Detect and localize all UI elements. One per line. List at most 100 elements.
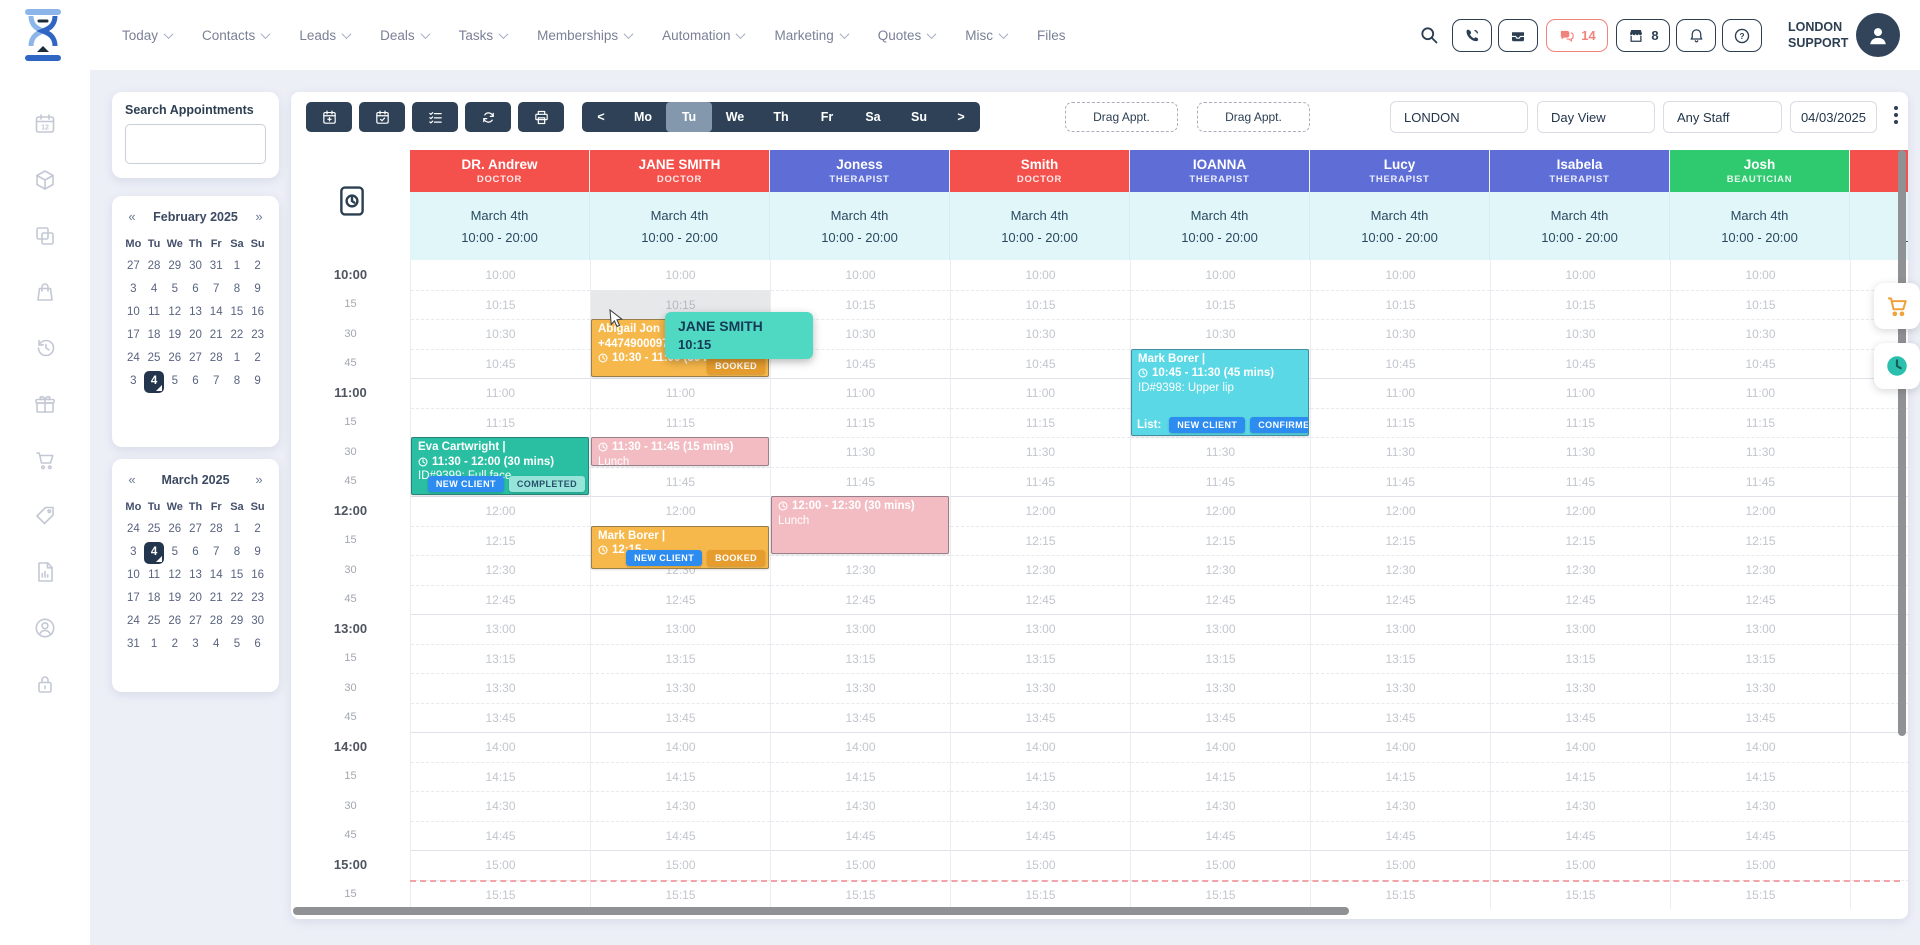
day-cell[interactable]: 18 <box>147 329 161 341</box>
time-cell[interactable]: 14:45 <box>411 820 590 851</box>
app-logo[interactable] <box>20 8 66 62</box>
time-cell[interactable]: 12:45 <box>1671 584 1850 615</box>
pager-day-mo[interactable]: Mo <box>633 110 653 124</box>
day-cell[interactable]: 13 <box>189 569 202 581</box>
time-cell[interactable]: 13:00 <box>411 614 590 644</box>
shop-cart-icon[interactable] <box>33 448 57 472</box>
nav-item-files[interactable]: Files <box>1037 28 1066 43</box>
search-icon[interactable] <box>1416 19 1442 51</box>
time-cell[interactable]: 12:30 <box>1311 555 1490 585</box>
time-cell[interactable]: 14:30 <box>1851 791 1908 821</box>
bookings-bag-icon[interactable] <box>33 280 57 304</box>
day-cell[interactable]: 25 <box>147 523 161 535</box>
time-cell[interactable]: 10:45 <box>771 348 950 379</box>
time-cell[interactable]: 13:45 <box>411 702 590 733</box>
time-cell[interactable]: 12:15 <box>951 525 1130 556</box>
day-cell[interactable]: 28 <box>147 260 161 272</box>
time-cell[interactable]: 12:45 <box>411 584 590 615</box>
time-cell[interactable]: 13:30 <box>1671 673 1850 703</box>
time-cell[interactable]: 14:00 <box>591 732 770 762</box>
time-cell[interactable]: 10:45 <box>951 348 1130 379</box>
nav-item-today[interactable]: Today <box>122 28 174 43</box>
time-cell[interactable]: 10:15 <box>771 289 950 320</box>
time-cell[interactable]: 14:30 <box>1131 791 1310 821</box>
day-cell[interactable]: 29 <box>230 615 244 627</box>
time-cell[interactable]: 10:30 <box>1491 319 1670 349</box>
day-cell[interactable]: 28 <box>209 523 223 535</box>
time-cell[interactable]: 10:00 <box>1385 267 1416 282</box>
day-cell[interactable]: 5 <box>171 283 178 295</box>
time-cell[interactable]: 10:00 <box>845 267 876 282</box>
day-cell[interactable]: 20 <box>189 329 202 341</box>
privacy-lock-icon[interactable] <box>33 672 57 696</box>
time-cell[interactable]: 15:15 <box>771 879 950 910</box>
pager-day-th[interactable]: Th <box>773 110 789 124</box>
day-cell[interactable]: 7 <box>213 375 220 387</box>
time-cell[interactable]: 12:00 <box>1671 496 1850 526</box>
time-cell[interactable]: 12:45 <box>1131 584 1310 615</box>
time-cell[interactable]: 12:45 <box>771 584 950 615</box>
time-cell[interactable]: 12:00 <box>1131 496 1310 526</box>
time-cell[interactable]: 15:15 <box>1311 879 1490 910</box>
time-cell[interactable]: 12:15 <box>1131 525 1310 556</box>
time-cell[interactable]: 13:00 <box>1131 614 1310 644</box>
drag-appt-button-1[interactable]: Drag Appt. <box>1065 102 1178 132</box>
day-cell[interactable]: 17 <box>126 329 140 341</box>
time-cell[interactable]: 10:45 <box>1491 348 1670 379</box>
time-cell[interactable]: 11:15 <box>1491 407 1670 438</box>
time-cell[interactable]: 12:15 <box>1311 525 1490 556</box>
help-button[interactable]: ? <box>1722 19 1762 52</box>
time-cell[interactable]: 13:15 <box>1311 643 1490 674</box>
time-cell[interactable]: 12:45 <box>1851 584 1908 615</box>
staff-column-header[interactable]: DR. Andrew DOCTOR <box>410 150 590 192</box>
time-cell[interactable]: 10:45 <box>1311 348 1490 379</box>
day-cell[interactable]: 12 <box>168 306 182 318</box>
time-cell[interactable]: 12:30 <box>1131 555 1310 585</box>
time-cell[interactable]: 14:15 <box>1491 761 1670 792</box>
pager-day-we[interactable]: We <box>725 110 745 124</box>
store-button[interactable]: 8 <box>1616 19 1670 52</box>
day-cell[interactable]: 31 <box>209 260 223 272</box>
date-input[interactable]: 04/03/2025 <box>1790 101 1877 133</box>
appointment[interactable]: 12:00 - 12:30 (30 mins) Lunch <box>771 496 949 554</box>
search-appointments-input[interactable] <box>125 124 266 164</box>
time-cell[interactable]: 15:00 <box>1311 850 1490 880</box>
time-cell[interactable]: 12:30 <box>1851 555 1908 585</box>
time-cell[interactable]: 13:30 <box>591 673 770 703</box>
time-cell[interactable]: 13:15 <box>1851 643 1908 674</box>
time-cell[interactable]: 15:15 <box>591 879 770 910</box>
day-cell[interactable]: 5 <box>171 546 178 558</box>
time-cell[interactable]: 13:15 <box>1671 643 1850 674</box>
time-cell[interactable]: 12:30 <box>951 555 1130 585</box>
time-cell[interactable]: 12:15 <box>1491 525 1670 556</box>
time-cell[interactable]: 13:00 <box>1851 614 1908 644</box>
location-select[interactable]: LONDON <box>1390 101 1528 133</box>
copy-pages-icon[interactable] <box>33 224 57 248</box>
time-cell[interactable]: 14:30 <box>771 791 950 821</box>
day-cell[interactable]: 2 <box>254 523 261 535</box>
staff-column-header[interactable]: Smith DOCTOR <box>950 150 1130 192</box>
time-cell[interactable]: 11:45 <box>1671 466 1850 497</box>
next-month-button[interactable]: » <box>255 472 263 487</box>
appointments-calendar-icon[interactable]: 12 <box>33 112 57 136</box>
staff-select[interactable]: Any Staff <box>1663 101 1782 133</box>
time-cell[interactable]: 11:45 <box>1491 466 1670 497</box>
time-cell[interactable]: 11:00 <box>1671 378 1850 408</box>
day-cell[interactable]: 12 <box>168 569 182 581</box>
time-cell[interactable]: 10:30 <box>771 319 950 349</box>
day-cell[interactable]: 22 <box>230 592 244 604</box>
time-cell[interactable]: 10:00 <box>1205 267 1236 282</box>
time-cell[interactable]: 10:00 <box>485 267 516 282</box>
time-cell[interactable]: 11:15 <box>951 407 1130 438</box>
day-cell[interactable]: 6 <box>192 375 199 387</box>
day-cell[interactable]: 4 <box>150 283 158 295</box>
time-cell[interactable]: 10:00 <box>1025 267 1056 282</box>
next-month-button[interactable]: » <box>255 209 263 224</box>
staff-column-header[interactable]: JANE SMITH DOCTOR <box>590 150 770 192</box>
day-cell[interactable]: 14 <box>209 569 223 581</box>
time-cell[interactable]: 14:15 <box>1671 761 1850 792</box>
day-cell[interactable]: 21 <box>209 592 223 604</box>
time-cell[interactable]: 12:15 <box>1671 525 1850 556</box>
time-cell[interactable]: 13:00 <box>771 614 950 644</box>
nav-item-quotes[interactable]: Quotes <box>878 28 937 43</box>
